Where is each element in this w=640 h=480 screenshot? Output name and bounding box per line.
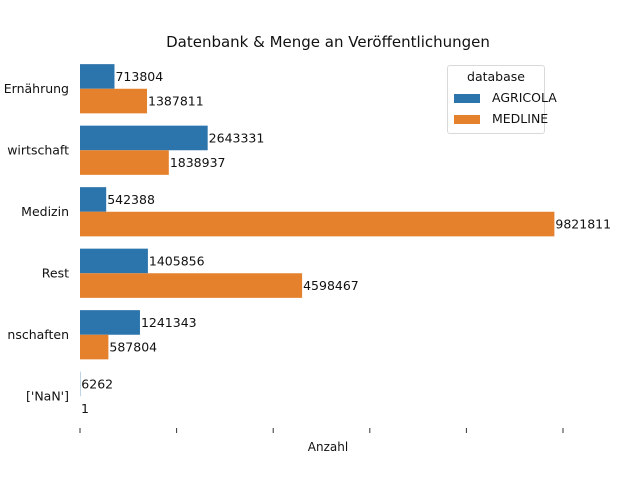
bar — [80, 248, 148, 274]
legend-label-agricola: AGRICOLA — [492, 90, 557, 105]
bar — [80, 273, 303, 298]
bar-value-label: 1387811 — [148, 94, 204, 109]
bar-value-label: 9821811 — [555, 217, 611, 232]
legend-item-medline: MEDLINE — [454, 111, 549, 129]
y-tick-label: Medizin — [21, 204, 69, 219]
bar-value-label: 1241343 — [141, 315, 197, 330]
bar-value-label: 6262 — [81, 376, 113, 391]
legend-item-agricola: AGRICOLA — [454, 90, 557, 108]
bar — [80, 310, 140, 335]
y-tick-label: wirtschaft — [7, 142, 69, 157]
y-tick-label: Rest — [42, 265, 69, 280]
bar-value-label: 1405856 — [149, 253, 205, 268]
y-tick-label: ['NaN'] — [26, 388, 69, 403]
bar — [80, 150, 169, 175]
x-axis-label: Anzahl — [307, 440, 349, 454]
bar-value-label: 542388 — [107, 192, 155, 207]
chart-title: Datenbank & Menge an Veröffentlichungen — [166, 33, 490, 51]
bar — [80, 125, 208, 151]
legend-swatch-medline — [454, 115, 480, 124]
bar-value-label: 1 — [81, 401, 89, 416]
legend-swatch-agricola — [454, 94, 480, 103]
bar-value-label: 2643331 — [209, 130, 265, 145]
legend-title: database — [467, 69, 525, 84]
chart-legend: database AGRICOLA MEDLINE — [447, 65, 557, 134]
bar — [80, 64, 115, 89]
bar — [80, 187, 107, 212]
bar — [80, 211, 555, 237]
bar-value-label: 713804 — [115, 69, 163, 84]
legend-label-medline: MEDLINE — [492, 111, 549, 126]
bar — [80, 334, 109, 360]
bar — [80, 88, 148, 114]
bar-value-label: 1838937 — [170, 155, 226, 170]
bar-value-label: 4598467 — [303, 278, 359, 293]
bar-value-label: 587804 — [109, 340, 157, 355]
y-tick-label: nschaften — [7, 327, 69, 342]
y-tick-label: Ernährung — [4, 81, 69, 96]
